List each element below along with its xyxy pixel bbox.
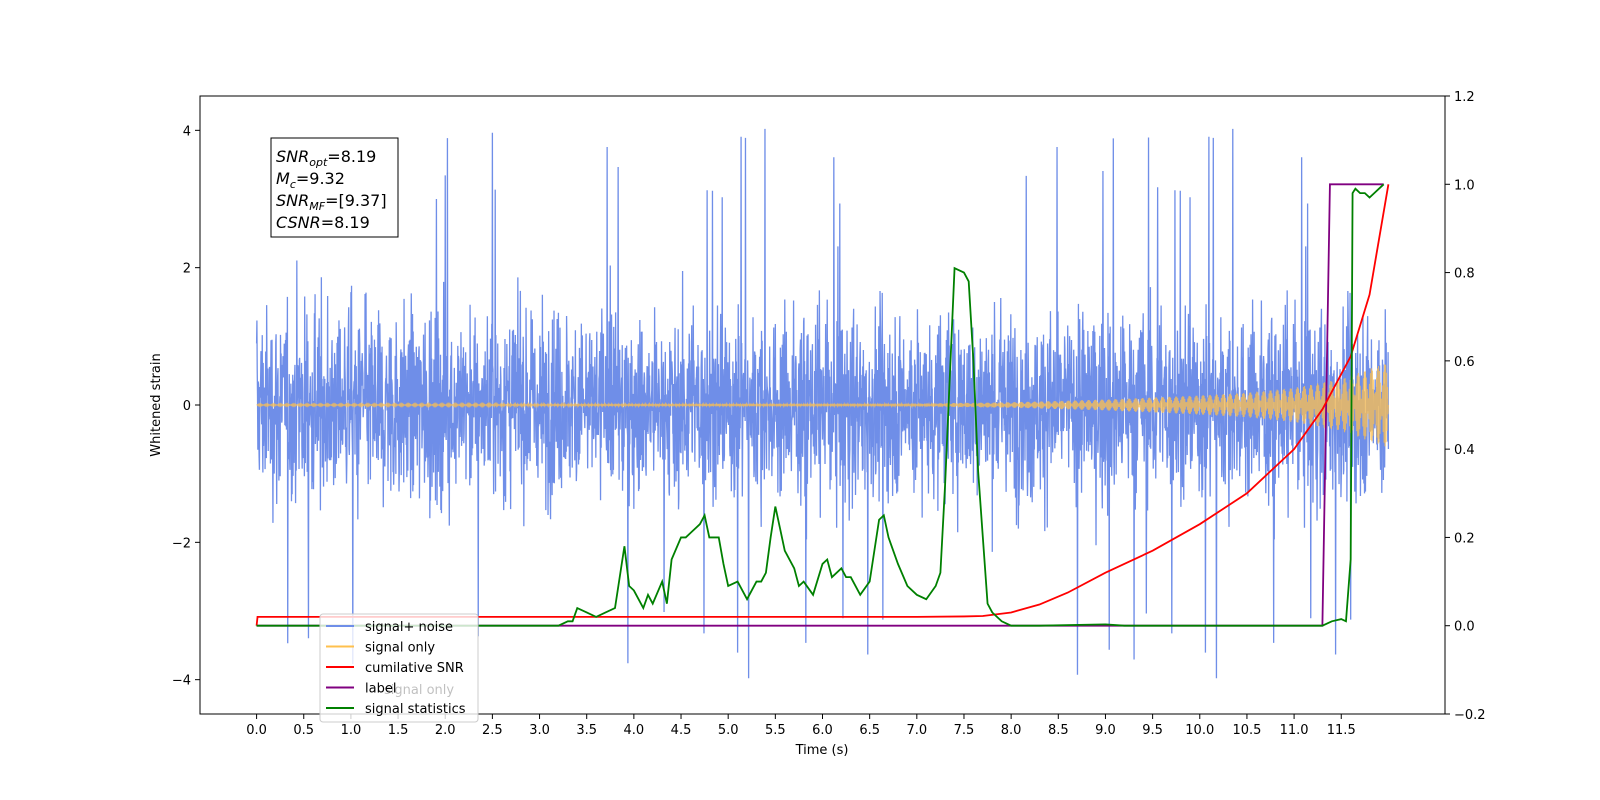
x-tick-label: 5.5 bbox=[765, 723, 786, 738]
x-tick-label: 0.5 bbox=[293, 723, 314, 738]
y2-tick-label: 0.6 bbox=[1454, 355, 1475, 370]
y2-tick-label: 0.8 bbox=[1454, 267, 1475, 282]
y-tick-label: 2 bbox=[183, 262, 191, 277]
legend: signal+ noise signal only cumilative SNR la… bbox=[319, 613, 479, 723]
plot-series-layer bbox=[255, 128, 1390, 679]
y-axis-ticks: 4 2 0 −2 −4 bbox=[172, 124, 200, 689]
x-tick-label: 2.0 bbox=[435, 723, 456, 738]
x-tick-label: 8.5 bbox=[1048, 723, 1069, 738]
signal-only-line bbox=[256, 364, 1390, 447]
x-tick-label: 11.5 bbox=[1327, 723, 1356, 738]
legend-label: label bbox=[365, 682, 396, 697]
stats-line: SNRopt=8.19 bbox=[276, 147, 376, 169]
stats-line: Mc=9.32 bbox=[276, 169, 345, 191]
y-tick-label: 4 bbox=[183, 124, 191, 139]
signal-noise-line bbox=[255, 128, 1390, 679]
x-axis-label: Time (s) bbox=[795, 743, 849, 758]
y2-tick-label: 0.0 bbox=[1454, 620, 1475, 635]
x-tick-label: 7.5 bbox=[954, 723, 975, 738]
legend-items: signal+ noise signal only cumilative SNR la… bbox=[326, 620, 466, 717]
y2-tick-label: 1.2 bbox=[1454, 90, 1475, 105]
x-tick-label: 2.5 bbox=[482, 723, 503, 738]
x-tick-label: 7.0 bbox=[906, 723, 927, 738]
legend-label: signal+ noise bbox=[365, 620, 453, 635]
x-tick-label: 5.0 bbox=[718, 723, 739, 738]
y-tick-label: −4 bbox=[172, 674, 191, 689]
x-tick-label: 9.5 bbox=[1142, 723, 1163, 738]
y-tick-label: −2 bbox=[172, 536, 191, 551]
cumulative-snr-line bbox=[255, 184, 1390, 626]
y-tick-label: 0 bbox=[183, 399, 191, 414]
x-tick-label: 10.0 bbox=[1185, 723, 1214, 738]
x-tick-label: 6.0 bbox=[812, 723, 833, 738]
y-axis-label: Whitened strain bbox=[149, 353, 164, 456]
y2-tick-label: 1.0 bbox=[1454, 178, 1475, 193]
x-tick-label: 1.0 bbox=[341, 723, 362, 738]
x-tick-label: 1.5 bbox=[388, 723, 409, 738]
legend-label: signal only bbox=[365, 641, 435, 656]
legend-faded-label: signal only bbox=[384, 683, 454, 698]
x-tick-label: 4.0 bbox=[624, 723, 645, 738]
legend-label: signal statistics bbox=[365, 702, 466, 717]
x-tick-label: 0.0 bbox=[246, 723, 267, 738]
x-tick-label: 8.0 bbox=[1001, 723, 1022, 738]
x-tick-label: 9.0 bbox=[1095, 723, 1116, 738]
legend-box bbox=[319, 613, 479, 723]
y2-axis-ticks: 1.2 1.0 0.8 0.6 0.4 0.2 0.0 −0.2 bbox=[1445, 90, 1486, 723]
stats-box bbox=[270, 137, 399, 238]
x-tick-label: 4.5 bbox=[671, 723, 692, 738]
stats-line: CSNR=8.19 bbox=[276, 213, 370, 232]
y2-tick-label: 0.4 bbox=[1454, 443, 1475, 458]
x-tick-label: 3.0 bbox=[529, 723, 550, 738]
legend-label: cumilative SNR bbox=[365, 661, 464, 676]
x-tick-label: 11.0 bbox=[1280, 723, 1309, 738]
stats-line: SNRMF=[9.37] bbox=[276, 191, 387, 213]
x-tick-label: 6.5 bbox=[859, 723, 880, 738]
x-tick-label: 3.5 bbox=[576, 723, 597, 738]
label-line bbox=[256, 183, 1384, 627]
x-tick-label: 10.5 bbox=[1232, 723, 1261, 738]
y2-tick-label: −0.2 bbox=[1454, 708, 1486, 723]
x-axis-ticks: 0.0 0.5 1.0 1.5 2.0 2.5 3.0 3.5 4.0 4.5 5.0 5.5 6.0 6… bbox=[246, 714, 1356, 738]
y2-tick-label: 0.2 bbox=[1454, 531, 1475, 546]
signal-statistics-line bbox=[256, 183, 1385, 627]
